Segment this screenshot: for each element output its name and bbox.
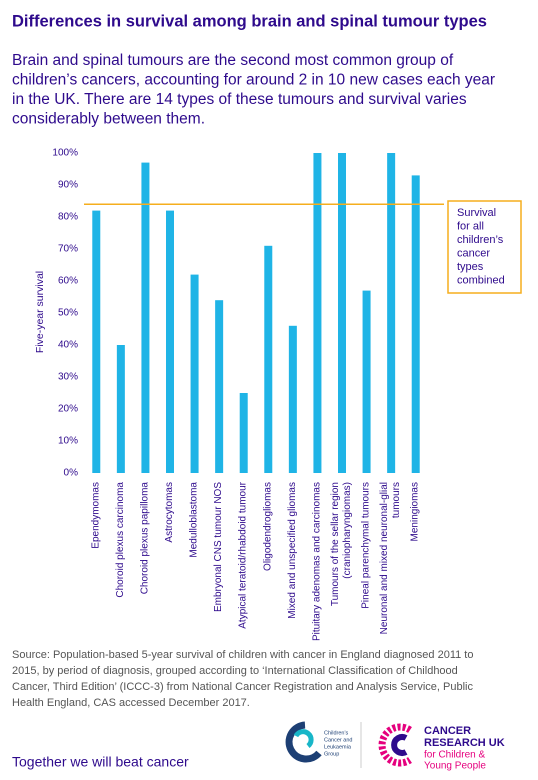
bar bbox=[116, 345, 125, 473]
x-tick-label: Tumours of the sellar region (craniophar… bbox=[330, 482, 353, 607]
bar bbox=[288, 325, 297, 473]
x-tick-label: Oligodendrogliomas bbox=[262, 482, 274, 571]
subtitle: considerably between them. bbox=[12, 111, 205, 128]
x-tick-label: Astrocytomas bbox=[164, 482, 175, 543]
logo-text: CANCER bbox=[424, 725, 471, 737]
source-note: Cancer, Third Edition’ (ICCC-3) from Nat… bbox=[12, 681, 473, 693]
annotation-text: combined bbox=[457, 274, 505, 286]
source-note: 2015, by period of diagnosis, grouped ac… bbox=[12, 665, 458, 677]
bar bbox=[264, 245, 273, 473]
annotation-text: for all bbox=[457, 220, 484, 232]
tagline: Together we will beat cancer bbox=[12, 754, 189, 770]
bar bbox=[239, 393, 248, 473]
x-tick-label: Pituitary adenomas and carcinomas bbox=[311, 482, 323, 641]
cruk-logo: CANCER RESEARCH UK for Children & Young … bbox=[378, 723, 505, 772]
bar bbox=[215, 300, 224, 473]
logo-text: Leukaemia bbox=[324, 744, 352, 750]
cclg-logo: Children's Cancer and Leukaemia Group bbox=[285, 721, 352, 763]
x-tick-label: Choroid plexus papilloma bbox=[139, 482, 151, 595]
bar bbox=[362, 290, 371, 473]
x-tick-label: Atypical teratoid/rhabdoid tumour bbox=[237, 482, 249, 629]
logo-shape bbox=[378, 723, 412, 767]
annotation-text: cancer bbox=[457, 247, 490, 259]
annotation-box bbox=[447, 200, 522, 294]
logo-text: Children's bbox=[324, 730, 349, 736]
bar bbox=[92, 210, 101, 473]
logo-text: Group bbox=[324, 751, 339, 757]
bar bbox=[411, 175, 420, 473]
y-tick-label: 10% bbox=[58, 436, 78, 447]
y-tick-label: 60% bbox=[58, 276, 78, 287]
bar bbox=[387, 153, 396, 473]
y-tick-label: 0% bbox=[64, 468, 79, 479]
logo-shape bbox=[293, 729, 314, 748]
annotation-text: children’s bbox=[457, 234, 504, 246]
logo-text: RESEARCH UK bbox=[424, 737, 505, 749]
bar bbox=[166, 210, 174, 473]
bar bbox=[190, 274, 199, 473]
x-tick-label: Pineal parenchymal tumours bbox=[360, 482, 372, 609]
y-tick-label: 30% bbox=[58, 372, 78, 383]
subtitle: children’s cancers, accounting for aroun… bbox=[12, 72, 495, 89]
subtitle: in the UK. There are 14 types of these t… bbox=[12, 91, 467, 108]
chart-title: Differences in survival among brain and … bbox=[12, 12, 487, 30]
x-tick-label: Choroid plexus carcinoma bbox=[114, 482, 126, 598]
annotation-text: Survival bbox=[457, 207, 496, 219]
y-tick-label: 40% bbox=[58, 340, 78, 351]
x-tick-label: Neuronal and mixed neuronal-glial tumour… bbox=[379, 482, 403, 635]
x-tick-label: Meningiomas bbox=[409, 482, 421, 542]
y-tick-label: 90% bbox=[58, 180, 78, 191]
logo-text: for Children & bbox=[424, 750, 485, 761]
logo-shape bbox=[285, 721, 322, 763]
y-axis-label: Five-year survival bbox=[34, 271, 46, 353]
y-tick-label: 70% bbox=[58, 244, 78, 255]
bar bbox=[313, 153, 322, 473]
x-tick-label: Medulloblastoma bbox=[188, 482, 200, 558]
source-note: Health England, CAS accessed December 20… bbox=[12, 697, 250, 709]
y-tick-label: 50% bbox=[58, 308, 78, 319]
logo-text: Young People bbox=[424, 761, 486, 772]
logo-text: Cancer and bbox=[324, 737, 352, 743]
x-tick-label: Ependymomas bbox=[90, 482, 102, 549]
source-note: Source: Population-based 5-year survival… bbox=[12, 649, 473, 661]
subtitle: Brain and spinal tumours are the second … bbox=[12, 52, 454, 69]
x-tick-label: Embryonal CNS tumour NOS bbox=[213, 482, 225, 613]
annotation-text: types bbox=[457, 261, 484, 273]
y-tick-label: 100% bbox=[52, 148, 78, 159]
logo-shape bbox=[391, 734, 408, 756]
y-tick-label: 20% bbox=[58, 404, 78, 415]
bar bbox=[141, 162, 150, 473]
bar bbox=[338, 153, 346, 473]
y-tick-label: 80% bbox=[58, 212, 78, 223]
x-tick-label: Mixed and unspecified gliomas bbox=[286, 482, 298, 619]
